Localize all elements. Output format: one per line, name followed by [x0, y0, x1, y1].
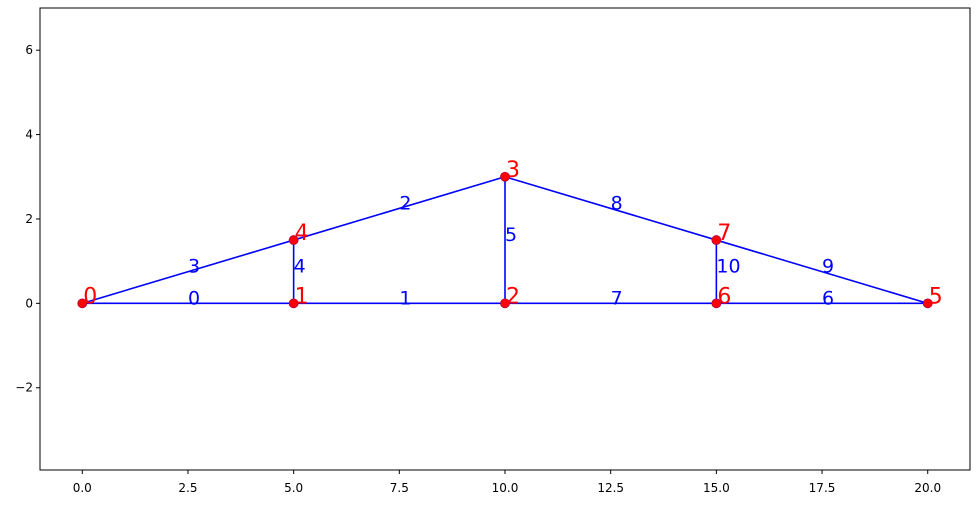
y-tick-label: −2 [15, 381, 33, 395]
y-tick-label: 6 [25, 43, 33, 57]
node-label: 6 [717, 284, 731, 309]
node-marker [711, 235, 722, 245]
element-label: 1 [399, 287, 411, 309]
node-marker [500, 171, 510, 182]
node-marker [288, 298, 299, 309]
node-marker [500, 298, 510, 309]
x-tick-label: 5.0 [284, 481, 303, 495]
element-label: 10 [716, 256, 740, 278]
node-label: 7 [717, 221, 731, 246]
element-label: 2 [399, 192, 411, 214]
truss-member [716, 239, 928, 305]
node-label: 4 [295, 221, 309, 246]
x-tick-label: 15.0 [703, 481, 730, 495]
element-label: 4 [294, 256, 306, 278]
x-tick-label: 7.5 [390, 481, 409, 495]
x-tick-label: 20.0 [914, 481, 941, 495]
element-label: 3 [188, 256, 200, 278]
truss-member [504, 176, 717, 241]
node-marker [922, 298, 933, 309]
node-marker [711, 298, 722, 309]
element-label: 5 [505, 224, 517, 246]
element-label: 0 [188, 287, 200, 309]
y-tick-label: 0 [25, 296, 33, 310]
y-tick-label: 4 [25, 128, 33, 142]
element-label: 8 [611, 192, 623, 214]
y-tick-label: 2 [25, 212, 33, 226]
node-label: 3 [506, 158, 520, 183]
node-label: 5 [929, 284, 943, 309]
node-label: 2 [506, 284, 520, 309]
element-label: 6 [822, 287, 834, 309]
truss-member [82, 239, 294, 305]
truss-member [293, 176, 506, 241]
node-marker [77, 298, 88, 309]
x-tick-label: 0.0 [73, 481, 92, 495]
node-label: 1 [295, 284, 309, 309]
x-tick-label: 17.5 [809, 481, 836, 495]
x-tick-label: 12.5 [597, 481, 624, 495]
x-tick-label: 2.5 [178, 481, 197, 495]
element-label: 9 [822, 256, 834, 278]
node-label: 0 [83, 284, 97, 309]
node-marker [288, 235, 299, 245]
element-label: 7 [611, 287, 623, 309]
x-tick-label: 10.0 [492, 481, 519, 495]
